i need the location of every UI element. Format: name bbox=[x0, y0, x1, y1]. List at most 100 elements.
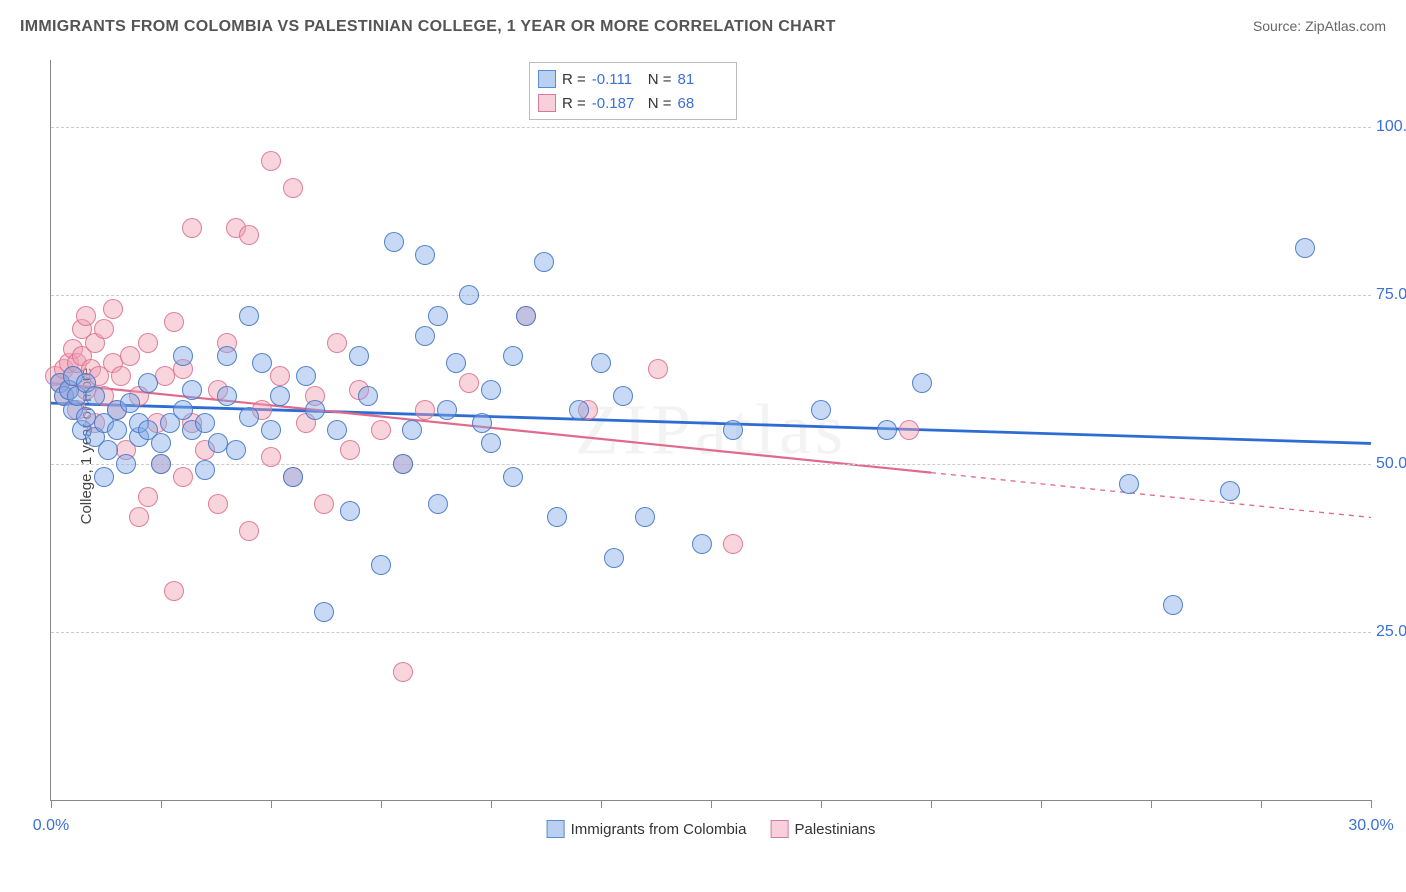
legend-swatch bbox=[547, 820, 565, 838]
data-point-colombia bbox=[94, 467, 114, 487]
x-tick bbox=[931, 800, 932, 808]
data-point-colombia bbox=[811, 400, 831, 420]
data-point-colombia bbox=[239, 407, 259, 427]
data-point-colombia bbox=[437, 400, 457, 420]
data-point-palestinians bbox=[393, 662, 413, 682]
data-point-colombia bbox=[912, 373, 932, 393]
x-tick bbox=[271, 800, 272, 808]
gridline-horizontal bbox=[51, 632, 1371, 633]
legend-row-palestinians: R = -0.187 N = 68 bbox=[538, 91, 728, 115]
series-legend-label: Immigrants from Colombia bbox=[571, 821, 747, 838]
data-point-palestinians bbox=[103, 299, 123, 319]
source-attribution: Source: ZipAtlas.com bbox=[1253, 18, 1386, 34]
data-point-palestinians bbox=[283, 178, 303, 198]
data-point-colombia bbox=[151, 433, 171, 453]
data-point-colombia bbox=[173, 400, 193, 420]
data-point-colombia bbox=[217, 386, 237, 406]
data-point-colombia bbox=[261, 420, 281, 440]
data-point-palestinians bbox=[138, 333, 158, 353]
data-point-colombia bbox=[503, 346, 523, 366]
data-point-colombia bbox=[1119, 474, 1139, 494]
data-point-colombia bbox=[327, 420, 347, 440]
data-point-colombia bbox=[138, 373, 158, 393]
x-tick bbox=[821, 800, 822, 808]
data-point-palestinians bbox=[182, 218, 202, 238]
data-point-colombia bbox=[358, 386, 378, 406]
x-tick-label: 30.0% bbox=[1348, 817, 1393, 835]
chart-plot-area: ZIPatlas R = -0.111 N = 81 R = -0.187 N … bbox=[50, 60, 1371, 801]
data-point-colombia bbox=[723, 420, 743, 440]
x-tick bbox=[51, 800, 52, 808]
data-point-palestinians bbox=[327, 333, 347, 353]
gridline-horizontal bbox=[51, 464, 1371, 465]
data-point-colombia bbox=[459, 285, 479, 305]
data-point-colombia bbox=[402, 420, 422, 440]
legend-swatch bbox=[538, 70, 556, 88]
data-point-palestinians bbox=[173, 467, 193, 487]
data-point-colombia bbox=[692, 534, 712, 554]
data-point-palestinians bbox=[76, 306, 96, 326]
data-point-colombia bbox=[446, 353, 466, 373]
data-point-palestinians bbox=[239, 521, 259, 541]
x-tick bbox=[381, 800, 382, 808]
data-point-colombia bbox=[569, 400, 589, 420]
gridline-horizontal bbox=[51, 127, 1371, 128]
y-tick-label: 25.0% bbox=[1376, 623, 1406, 641]
data-point-colombia bbox=[195, 460, 215, 480]
data-point-colombia bbox=[305, 400, 325, 420]
data-point-colombia bbox=[384, 232, 404, 252]
x-tick bbox=[1041, 800, 1042, 808]
series-legend: Immigrants from Colombia Palestinians bbox=[547, 820, 876, 838]
data-point-palestinians bbox=[239, 225, 259, 245]
data-point-colombia bbox=[393, 454, 413, 474]
data-point-colombia bbox=[613, 386, 633, 406]
data-point-colombia bbox=[1295, 238, 1315, 258]
series-legend-item-colombia: Immigrants from Colombia bbox=[547, 820, 747, 838]
series-legend-label: Palestinians bbox=[795, 821, 876, 838]
data-point-colombia bbox=[591, 353, 611, 373]
data-point-palestinians bbox=[899, 420, 919, 440]
data-point-colombia bbox=[534, 252, 554, 272]
x-tick bbox=[1261, 800, 1262, 808]
data-point-colombia bbox=[349, 346, 369, 366]
data-point-colombia bbox=[472, 413, 492, 433]
series-legend-item-palestinians: Palestinians bbox=[771, 820, 876, 838]
data-point-colombia bbox=[195, 413, 215, 433]
y-tick-label: 75.0% bbox=[1376, 286, 1406, 304]
data-point-palestinians bbox=[723, 534, 743, 554]
data-point-colombia bbox=[252, 353, 272, 373]
data-point-palestinians bbox=[120, 346, 140, 366]
data-point-colombia bbox=[314, 602, 334, 622]
x-tick bbox=[491, 800, 492, 808]
data-point-palestinians bbox=[138, 487, 158, 507]
data-point-colombia bbox=[217, 346, 237, 366]
data-point-palestinians bbox=[164, 312, 184, 332]
y-tick-label: 50.0% bbox=[1376, 455, 1406, 473]
legend-swatch bbox=[771, 820, 789, 838]
gridline-horizontal bbox=[51, 295, 1371, 296]
data-point-colombia bbox=[481, 433, 501, 453]
trendline-palestinians-extrapolated bbox=[931, 473, 1371, 518]
data-point-colombia bbox=[516, 306, 536, 326]
data-point-colombia bbox=[182, 380, 202, 400]
data-point-palestinians bbox=[261, 151, 281, 171]
x-tick bbox=[1371, 800, 1372, 808]
data-point-colombia bbox=[283, 467, 303, 487]
x-tick-label: 0.0% bbox=[33, 817, 69, 835]
data-point-palestinians bbox=[459, 373, 479, 393]
data-point-colombia bbox=[120, 393, 140, 413]
data-point-colombia bbox=[270, 386, 290, 406]
data-point-colombia bbox=[239, 306, 259, 326]
x-tick bbox=[711, 800, 712, 808]
data-point-palestinians bbox=[314, 494, 334, 514]
x-tick bbox=[1151, 800, 1152, 808]
data-point-colombia bbox=[503, 467, 523, 487]
data-point-colombia bbox=[340, 501, 360, 521]
data-point-palestinians bbox=[208, 494, 228, 514]
data-point-colombia bbox=[85, 386, 105, 406]
data-point-colombia bbox=[635, 507, 655, 527]
x-tick bbox=[161, 800, 162, 808]
legend-swatch bbox=[538, 94, 556, 112]
chart-title: IMMIGRANTS FROM COLOMBIA VS PALESTINIAN … bbox=[20, 18, 836, 35]
data-point-palestinians bbox=[261, 447, 281, 467]
